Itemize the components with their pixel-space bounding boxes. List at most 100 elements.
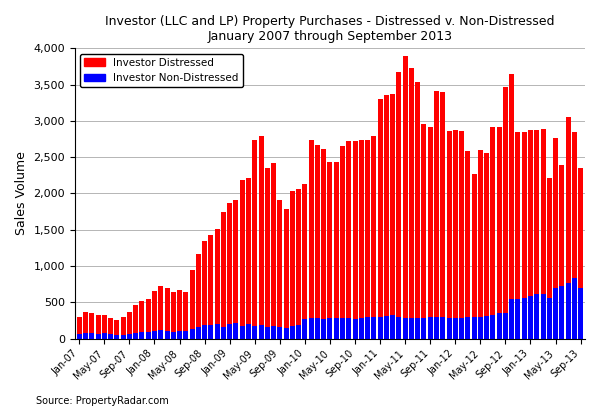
Bar (403, 55, 407, 318)
Bar (428, 317, 433, 339)
Bar (158, 330, 163, 339)
Bar (315, 145, 320, 318)
Bar (277, 200, 283, 326)
Bar (158, 286, 163, 330)
Bar (227, 324, 232, 339)
Bar (428, 127, 433, 317)
Bar (377, 317, 383, 339)
Bar (252, 140, 257, 326)
Bar (196, 327, 201, 339)
Bar (115, 335, 119, 339)
Bar (421, 318, 427, 339)
Bar (171, 292, 176, 332)
Bar (440, 317, 445, 339)
Bar (484, 316, 489, 339)
Bar (190, 329, 194, 339)
Bar (334, 318, 339, 339)
Bar (434, 91, 439, 317)
Bar (184, 292, 188, 331)
Bar (108, 334, 113, 339)
Bar (340, 318, 345, 339)
Bar (522, 133, 527, 298)
Bar (509, 299, 514, 339)
Bar (215, 229, 220, 324)
Bar (252, 326, 257, 339)
Bar (240, 326, 245, 339)
Bar (146, 299, 151, 332)
Bar (528, 130, 533, 296)
Bar (359, 140, 364, 318)
Bar (346, 318, 351, 339)
Bar (108, 318, 113, 334)
Bar (440, 92, 445, 317)
Bar (246, 178, 251, 324)
Bar (541, 129, 545, 294)
Bar (572, 277, 577, 339)
Bar (453, 130, 458, 318)
Bar (446, 131, 452, 318)
Bar (121, 335, 125, 339)
Bar (308, 318, 314, 339)
Bar (190, 270, 194, 329)
Bar (541, 294, 545, 339)
Bar (503, 313, 508, 339)
Bar (534, 130, 539, 293)
Bar (459, 131, 464, 318)
Bar (397, 71, 401, 317)
Bar (184, 331, 188, 339)
Bar (528, 296, 533, 339)
Bar (497, 313, 502, 339)
Bar (515, 133, 520, 299)
Bar (578, 288, 583, 339)
Bar (152, 331, 157, 339)
Bar (390, 315, 395, 339)
Bar (139, 332, 145, 339)
Bar (415, 318, 420, 339)
Bar (421, 124, 427, 318)
Bar (259, 325, 263, 339)
Bar (221, 212, 226, 327)
Bar (139, 301, 145, 332)
Bar (503, 87, 508, 313)
Bar (547, 298, 552, 339)
Bar (177, 290, 182, 331)
Bar (83, 312, 88, 333)
Bar (164, 331, 170, 339)
Bar (409, 68, 414, 318)
Bar (121, 317, 125, 335)
Bar (265, 327, 270, 339)
Bar (490, 315, 496, 339)
Bar (566, 117, 571, 284)
Bar (77, 317, 82, 334)
Bar (397, 317, 401, 339)
Bar (409, 318, 414, 339)
Bar (284, 208, 289, 328)
Bar (353, 319, 358, 339)
Bar (102, 315, 107, 333)
Bar (277, 326, 283, 339)
Bar (490, 127, 496, 315)
Bar (534, 293, 539, 339)
Bar (371, 136, 376, 317)
Bar (89, 333, 94, 339)
Bar (196, 254, 201, 327)
Bar (346, 141, 351, 318)
Bar (472, 317, 476, 339)
Bar (302, 319, 307, 339)
Bar (328, 162, 332, 318)
Bar (390, 94, 395, 315)
Bar (259, 136, 263, 325)
Bar (95, 315, 101, 334)
Bar (403, 318, 407, 339)
Bar (271, 163, 276, 326)
Bar (290, 326, 295, 339)
Bar (509, 74, 514, 299)
Bar (453, 318, 458, 339)
Bar (371, 317, 376, 339)
Bar (553, 288, 558, 339)
Bar (240, 180, 245, 326)
Bar (146, 332, 151, 339)
Bar (302, 184, 307, 319)
Bar (133, 333, 138, 339)
Bar (377, 99, 383, 317)
